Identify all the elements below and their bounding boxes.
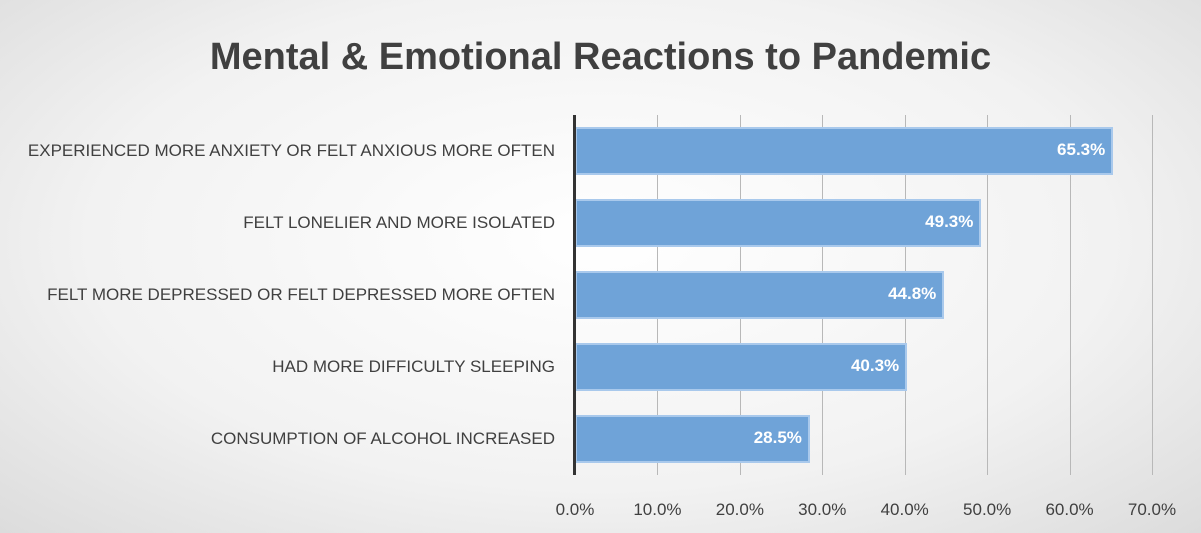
category-text: FELT LONELIER AND MORE ISOLATED [243,213,555,232]
x-tick-label: 60.0% [1045,500,1094,519]
x-tick-label: 40.0% [880,500,929,519]
chart-title: Mental & Emotional Reactions to Pandemic [209,36,992,78]
y-tick-label: HAD MORE DIFFICULTY SLEEPING [10,355,555,379]
bar [575,271,945,319]
bar [575,199,982,247]
x-tick-label: 70.0% [1127,500,1177,519]
grid-line [987,115,989,475]
y-axis-line [573,115,576,475]
data-label: 28.5% [753,428,802,447]
x-tick-label: 10.0% [633,500,682,519]
data-label: 49.3% [925,212,974,231]
data-label: 44.8% [888,284,937,303]
grid-line [1152,115,1153,475]
x-tick-label: 20.0% [715,500,764,519]
bar [575,343,908,391]
data-label: 40.3% [850,356,900,375]
y-tick-label: CONSUMPTION OF ALCOHOL INCREASED [10,427,555,451]
bar [575,127,1114,175]
category-text: CONSUMPTION OF ALCOHOL INCREASED [210,429,555,448]
y-tick-label: EXPERIENCED MORE ANXIETY OR FELT ANXIOUS… [10,139,555,163]
x-tick-label: 30.0% [798,500,847,519]
y-tick-label: FELT LONELIER AND MORE ISOLATED [10,211,555,235]
category-text: EXPERIENCED MORE ANXIETY OR FELT ANXIOUS… [27,141,555,160]
grid-line [1069,115,1071,475]
x-tick-label: 50.0% [963,500,1012,519]
category-text: HAD MORE DIFFICULTY SLEEPING [272,357,555,376]
bar [575,415,810,463]
y-tick-label: FELT MORE DEPRESSED OR FELT DEPRESSED MO… [10,283,555,307]
data-label: 65.3% [1057,140,1106,159]
category-text: FELT MORE DEPRESSED OR FELT DEPRESSED MO… [47,285,555,304]
x-tick-label: 0.0% [555,500,595,519]
